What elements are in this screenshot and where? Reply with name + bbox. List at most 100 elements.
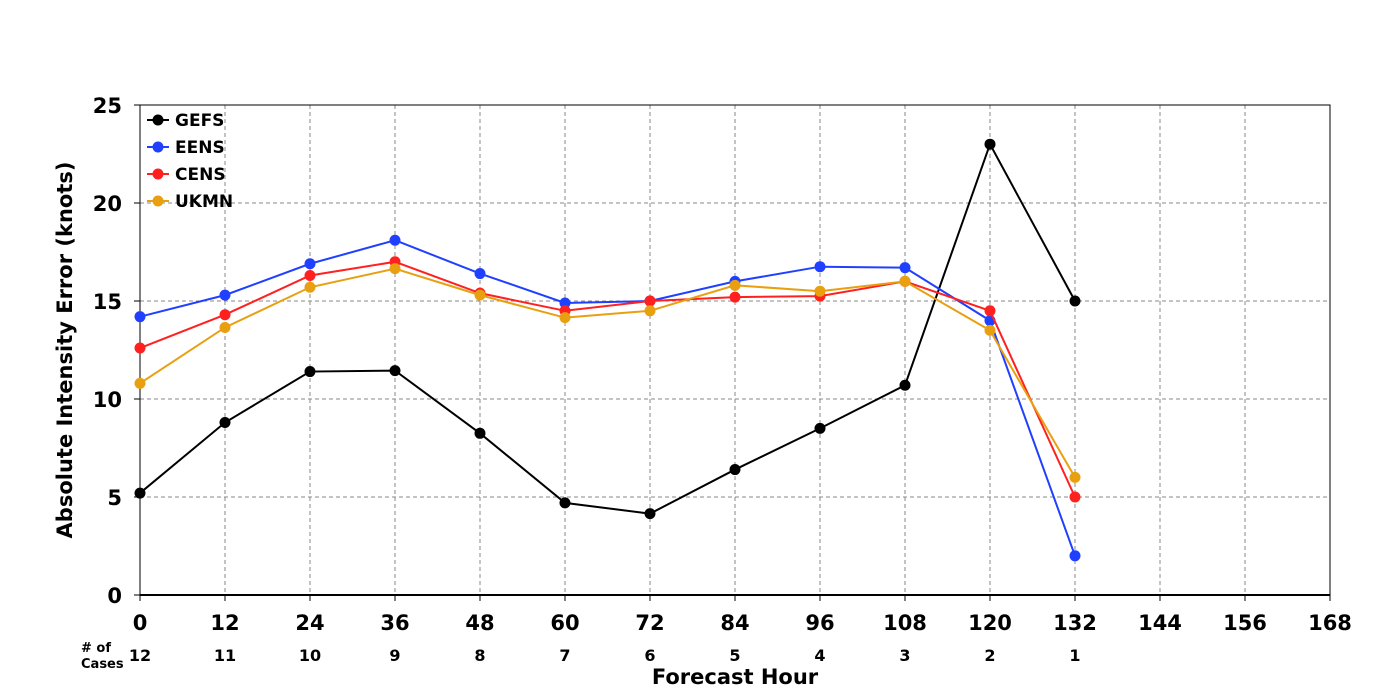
data-point: [474, 427, 486, 439]
data-point: [644, 295, 656, 307]
legend-item-cens: CENS: [147, 165, 226, 185]
case-count: 1: [1069, 646, 1080, 665]
x-tick-label: 0: [133, 611, 148, 635]
y-tick-label: 15: [93, 290, 122, 314]
legend-label: CENS: [175, 165, 226, 185]
data-point: [814, 285, 826, 297]
series-line-eens: [139, 239, 1076, 557]
data-point: [389, 263, 401, 275]
data-point: [559, 497, 571, 509]
data-point: [899, 379, 911, 391]
legend-label: EENS: [175, 138, 225, 158]
data-point: [134, 342, 146, 354]
case-count: 2: [984, 646, 995, 665]
y-axis-title: Absolute Intensity Error (knots): [53, 162, 77, 539]
y-axis-ticks: 0 5 10 15 20 25: [93, 94, 140, 608]
data-point: [729, 291, 741, 303]
data-point: [304, 366, 316, 378]
y-tick-label: 0: [107, 584, 122, 608]
series-layer: [134, 138, 1081, 562]
grid-lines: [140, 105, 1330, 595]
case-count: 6: [644, 646, 655, 665]
cases-label-line1: # of: [81, 641, 111, 656]
case-count: 8: [474, 646, 485, 665]
x-tick-label: 96: [805, 611, 834, 635]
data-point: [304, 281, 316, 293]
x-tick-label: 48: [465, 611, 494, 635]
legend-swatch-marker: [152, 114, 164, 126]
data-point: [474, 289, 486, 301]
data-point: [559, 312, 571, 324]
case-count: 9: [389, 646, 400, 665]
y-tick-label: 5: [107, 486, 122, 510]
data-point: [219, 309, 231, 321]
data-point: [134, 487, 146, 499]
x-tick-label: 36: [380, 611, 409, 635]
data-point: [984, 138, 996, 150]
case-count: 10: [299, 646, 321, 665]
case-count: 7: [559, 646, 570, 665]
legend-label: UKMN: [175, 192, 233, 212]
case-count: 12: [129, 646, 151, 665]
series-line-gefs: [139, 141, 1076, 515]
case-count: 5: [729, 646, 740, 665]
series-cens: [134, 256, 1081, 503]
x-tick-label: 24: [295, 611, 324, 635]
case-count: 11: [214, 646, 236, 665]
data-point: [304, 258, 316, 270]
data-point: [389, 365, 401, 377]
data-point: [219, 417, 231, 429]
data-point: [729, 464, 741, 476]
data-point: [729, 279, 741, 291]
cases-row: # of Cases 12 11 10 9 8 7 6 5 4 3 2 1: [81, 641, 1081, 672]
case-count: 3: [899, 646, 910, 665]
x-tick-label: 108: [883, 611, 927, 635]
x-tick-label: 156: [1223, 611, 1267, 635]
legend-item-eens: EENS: [147, 138, 225, 158]
x-axis-ticks: 0 12 24 36 48 60 72 84 96 108 120 132 144 156 168: [133, 595, 1352, 635]
data-point: [1069, 491, 1081, 503]
x-tick-label: 144: [1138, 611, 1182, 635]
y-tick-label: 10: [93, 388, 122, 412]
data-point: [219, 289, 231, 301]
series-gefs: [134, 138, 1081, 520]
data-point: [134, 377, 146, 389]
data-point: [984, 305, 996, 317]
data-point: [1069, 550, 1081, 562]
x-tick-label: 168: [1308, 611, 1352, 635]
data-point: [304, 270, 316, 282]
x-tick-label: 132: [1053, 611, 1097, 635]
legend-item-ukmn: UKMN: [147, 192, 233, 212]
x-tick-label: 120: [968, 611, 1012, 635]
data-point: [984, 324, 996, 336]
legend-swatch-marker: [152, 168, 164, 180]
data-point: [219, 321, 231, 333]
data-point: [814, 422, 826, 434]
x-tick-label: 60: [550, 611, 579, 635]
series-ukmn: [134, 263, 1081, 483]
series-line-cens: [139, 260, 1076, 498]
data-point: [1069, 295, 1081, 307]
case-count: 4: [814, 646, 825, 665]
x-axis-title: Forecast Hour: [652, 665, 819, 689]
legend-label: GEFS: [175, 111, 224, 131]
series-line-ukmn: [139, 267, 1076, 478]
y-tick-label: 25: [93, 94, 122, 118]
series-eens: [134, 234, 1081, 562]
x-tick-label: 72: [635, 611, 664, 635]
data-point: [899, 262, 911, 274]
legend: GEFS EENS CENS UKMN: [147, 111, 233, 212]
data-point: [559, 297, 571, 309]
x-tick-label: 12: [210, 611, 239, 635]
legend-swatch-marker: [152, 141, 164, 153]
data-point: [899, 275, 911, 287]
data-point: [1069, 471, 1081, 483]
cases-label-line2: Cases: [81, 657, 124, 672]
legend-item-gefs: GEFS: [147, 111, 224, 131]
data-point: [644, 305, 656, 317]
data-point: [814, 261, 826, 273]
data-point: [474, 268, 486, 280]
data-point: [644, 508, 656, 520]
data-point: [134, 311, 146, 323]
